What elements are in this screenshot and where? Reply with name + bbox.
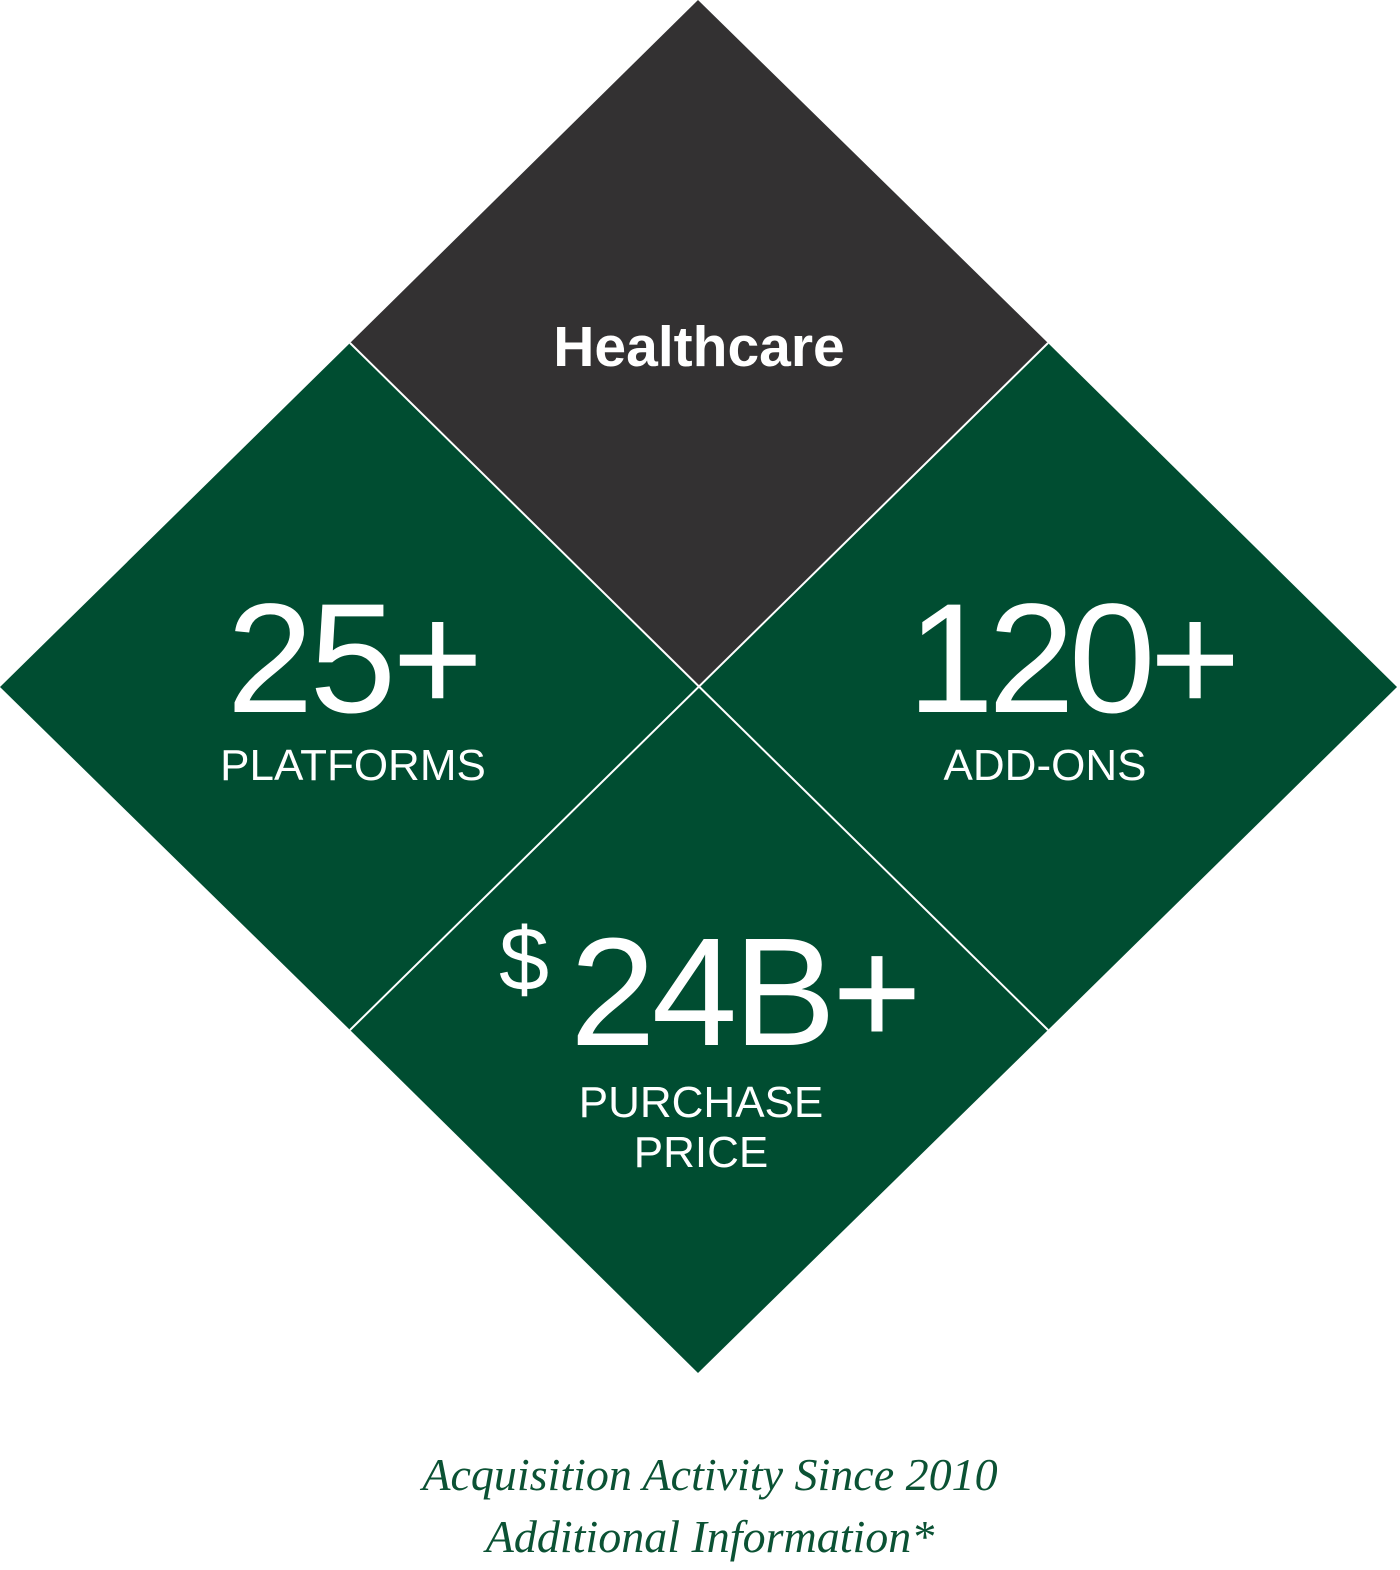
sector-title: Healthcare xyxy=(553,315,845,379)
add-ons-label: ADD-ONS xyxy=(944,741,1147,790)
purchase-price-label-line2: PRICE xyxy=(634,1128,768,1177)
currency-symbol: $ xyxy=(499,910,549,1010)
caption-line1: Acquisition Activity Since 2010 xyxy=(419,1449,997,1500)
purchase-price-label-line1: PURCHASE xyxy=(579,1078,824,1127)
platforms-value: 25+ xyxy=(227,572,480,746)
add-ons-value: 120+ xyxy=(907,572,1234,746)
caption-line2: Additional Information* xyxy=(483,1511,935,1562)
platforms-label: PLATFORMS xyxy=(220,741,486,790)
purchase-price-value: 24B+ xyxy=(570,906,918,1078)
divider-line xyxy=(349,342,1049,1031)
